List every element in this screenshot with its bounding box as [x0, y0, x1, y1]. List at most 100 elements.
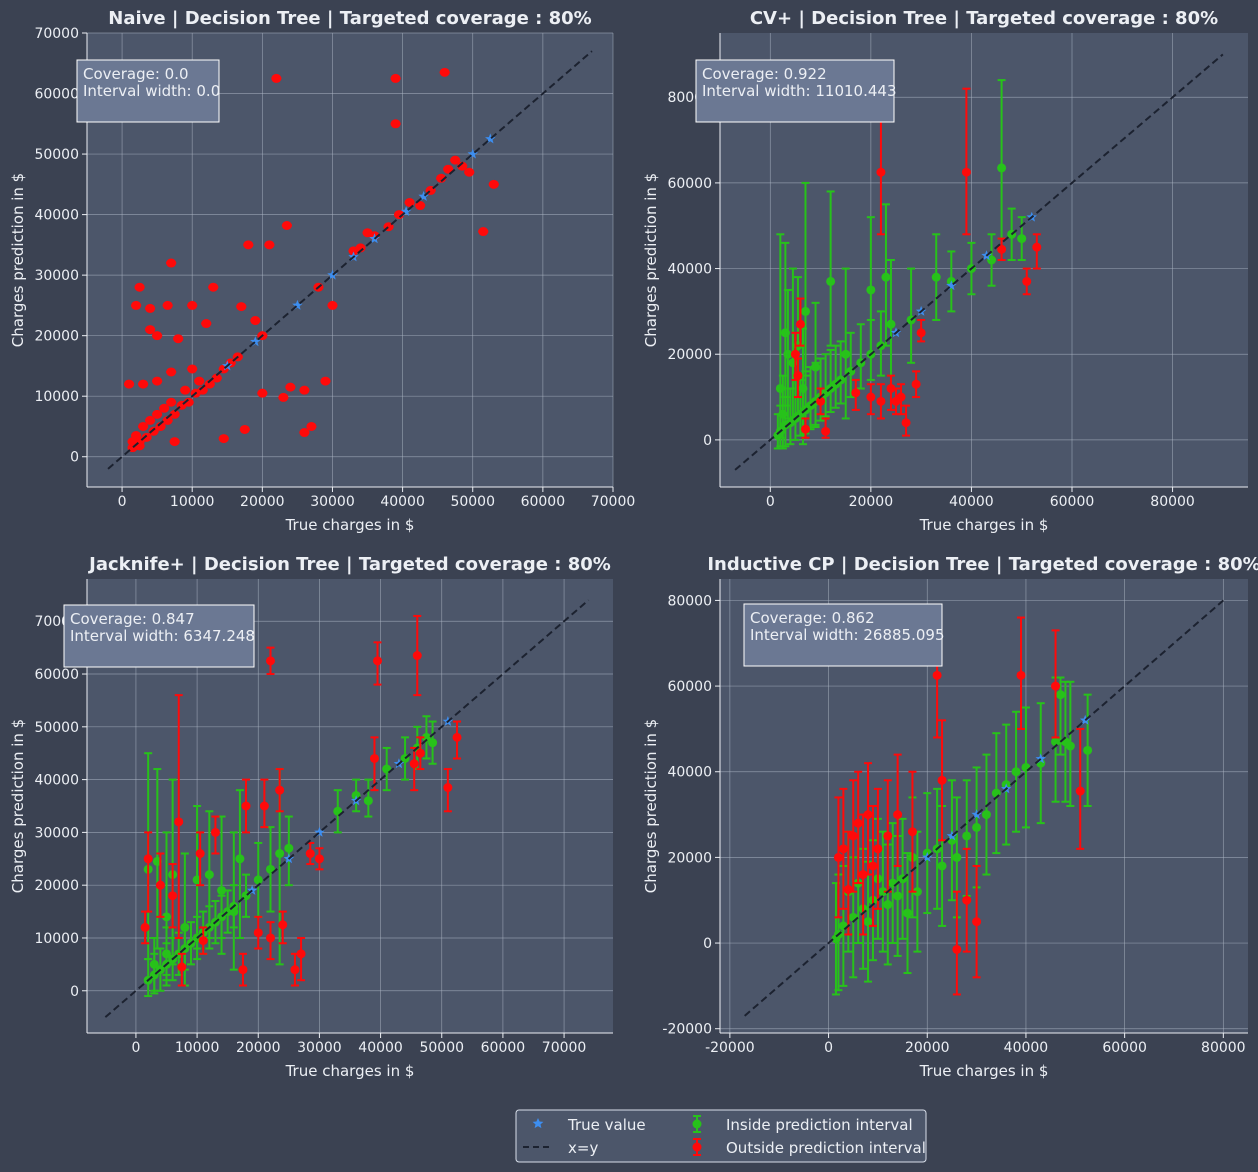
inside-interval-point	[903, 852, 913, 975]
outside-interval-point	[853, 770, 863, 885]
marks	[734, 53, 1224, 471]
outside-interval-point	[373, 641, 383, 686]
annotation-interval-width: Interval width: 11010.443	[702, 82, 897, 100]
x-tick-label: 10000	[175, 1040, 220, 1056]
y-axis-label: Charges prediction in $	[9, 719, 27, 893]
true-value-point	[467, 148, 478, 159]
outside-interval-point	[305, 841, 315, 866]
inside-interval-point	[878, 830, 888, 953]
true-value-point	[400, 206, 412, 216]
outside-interval-point	[162, 300, 173, 310]
true-value-point	[292, 299, 303, 310]
outside-interval-point	[127, 437, 138, 447]
inside-interval-point	[428, 720, 438, 765]
x-tick-label: 50000	[419, 1040, 464, 1056]
x-tick-label: 60000	[1050, 494, 1095, 510]
panel-title: Inductive CP | Decision Tree | Targeted …	[707, 554, 1258, 575]
x-tick-label: 0	[118, 494, 127, 510]
outside-interval-point	[369, 736, 379, 792]
xy-diagonal-line	[744, 599, 1224, 1017]
outside-interval-point	[858, 813, 868, 936]
true-value-point	[946, 280, 957, 291]
outside-interval-point	[265, 921, 275, 961]
inside-interval-point	[981, 753, 991, 876]
outside-interval-point	[296, 936, 306, 982]
outside-interval-point	[886, 374, 896, 411]
inside-interval-point	[235, 789, 245, 939]
x-axis-label: True charges in $	[285, 1062, 415, 1080]
outside-interval-point	[169, 437, 180, 447]
annotation-coverage: Coverage: 0.922	[702, 65, 827, 83]
x-tick-label: 70000	[591, 494, 636, 510]
inside-interval-point	[1011, 710, 1021, 833]
legend-outside-errorbar-icon	[692, 1138, 702, 1156]
outside-interval-point	[208, 282, 219, 292]
y-tick-label: 30000	[34, 268, 79, 284]
outside-interval-point	[238, 952, 248, 987]
y-tick-label: 30000	[34, 825, 79, 841]
x-tick-label: 50000	[450, 494, 495, 510]
outside-interval-point	[152, 376, 163, 386]
x-tick-label: 40000	[358, 1040, 403, 1056]
x-tick-label: 60000	[481, 1040, 526, 1056]
outside-interval-point	[166, 258, 177, 268]
x-tick-label: 20000	[849, 494, 894, 510]
outside-interval-point	[443, 768, 453, 813]
x-tick-label: 40000	[1004, 1040, 1049, 1056]
xy-diagonal-line	[107, 50, 593, 470]
outside-interval-point	[816, 387, 826, 416]
outside-interval-point	[162, 415, 173, 425]
outside-interval-point	[833, 796, 843, 919]
legend-true-value-star-icon	[532, 1118, 544, 1129]
x-tick-label: 0	[766, 494, 775, 510]
outside-interval-point	[278, 910, 288, 945]
outside-interval-point	[409, 746, 419, 792]
outside-interval-point	[464, 167, 475, 177]
outside-interval-point	[253, 915, 263, 950]
annotation-coverage: Coverage: 0.862	[750, 609, 875, 627]
outside-interval-point	[131, 300, 142, 310]
legend-inside-label: Inside prediction interval	[726, 1116, 913, 1134]
inside-interval-point	[831, 882, 841, 996]
y-tick-label: 0	[70, 984, 79, 1000]
outside-interval-point	[152, 409, 163, 419]
outside-interval-point	[1051, 629, 1061, 739]
y-tick-label: 10000	[34, 931, 79, 947]
outside-interval-point	[166, 367, 177, 377]
y-tick-label: 40000	[667, 765, 712, 781]
y-axis-label: Charges prediction in $	[642, 173, 660, 347]
outside-interval-point	[264, 240, 275, 250]
inside-interval-point	[1017, 216, 1027, 261]
panel-title: Jacknife+ | Decision Tree | Targeted cov…	[87, 554, 611, 575]
outside-interval-point	[901, 404, 911, 437]
outside-interval-point	[177, 952, 187, 987]
outside-interval-point	[327, 300, 338, 310]
y-tick-label: 20000	[34, 329, 79, 345]
outside-interval-point	[145, 325, 156, 335]
inside-interval-point	[1065, 680, 1075, 807]
y-tick-label: 40000	[667, 262, 712, 278]
legend-true-value-label: True value	[567, 1116, 646, 1134]
outside-interval-point	[314, 847, 324, 871]
outside-interval-point	[443, 164, 454, 174]
outside-interval-point	[281, 220, 292, 230]
y-tick-label: 60000	[667, 176, 712, 192]
x-tick-label: 40000	[949, 494, 994, 510]
outside-interval-point	[173, 334, 184, 344]
outside-interval-point	[355, 243, 366, 253]
inside-interval-point	[798, 327, 808, 446]
panel-jacknife-plus: 0 10000 20000 30000 40000 50000 60000 70000 0 100…	[9, 554, 613, 1080]
outside-interval-point	[793, 357, 803, 399]
outside-interval-point	[243, 240, 254, 250]
outside-interval-point	[972, 864, 982, 979]
x-tick-label: 70000	[542, 1040, 587, 1056]
outside-interval-point	[285, 382, 296, 392]
x-tick-label: 30000	[310, 494, 355, 510]
y-tick-label: 50000	[34, 147, 79, 163]
y-axis-label: Charges prediction in $	[9, 173, 27, 347]
outside-interval-point	[187, 300, 198, 310]
outside-interval-point	[194, 376, 205, 386]
y-tick-label: 60000	[34, 87, 79, 103]
x-tick-label: 60000	[1102, 1040, 1147, 1056]
y-tick-label: 10000	[34, 389, 79, 405]
